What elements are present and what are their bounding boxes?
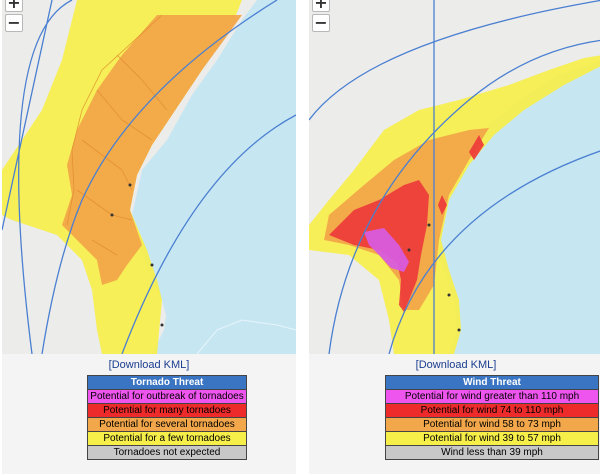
legend-title: Wind Threat	[385, 375, 599, 390]
legend-item: Potential for a few tornadoes	[87, 431, 247, 446]
forecast-cone-east	[388, 150, 600, 354]
wind-74-110-zone	[329, 135, 484, 312]
tornado-threat-panel: + − [Download KML] Tornado Threat Potent…	[2, 0, 296, 474]
forecast-cone-west	[2, 0, 73, 354]
cuba-outline	[196, 319, 296, 354]
county-borders	[66, 14, 168, 256]
forecast-track	[121, 114, 296, 354]
wind-threat-panel: + − [Download KML] Wind Threat Potential…	[309, 0, 600, 474]
city-labels	[110, 183, 164, 327]
forecast-cone-east	[41, 0, 278, 354]
legend-item: Potential for wind 58 to 73 mph	[385, 417, 599, 432]
tornado-threat-legend: Tornado Threat Potential for outbreak of…	[87, 375, 247, 460]
zoom-out-button[interactable]: −	[312, 14, 330, 32]
download-kml-link[interactable]: [Download KML]	[108, 359, 190, 371]
city-labels	[407, 223, 461, 332]
legend-item: Tornadoes not expected	[87, 445, 247, 460]
legend-item: Potential for wind greater than 110 mph	[385, 389, 599, 404]
zoom-in-button[interactable]: +	[5, 0, 23, 12]
several-tornadoes-zone	[62, 15, 242, 285]
tornado-threat-map[interactable]: + −	[2, 0, 296, 354]
legend-item: Potential for many tornadoes	[87, 403, 247, 418]
wind-threat-legend: Wind Threat Potential for wind greater t…	[385, 375, 599, 460]
wind-threat-map[interactable]: + −	[309, 0, 600, 354]
legend-title: Tornado Threat	[87, 375, 247, 390]
wind-39-57-zone	[309, 55, 600, 354]
forecast-track-lines	[309, 0, 600, 354]
legend-item: Wind less than 39 mph	[385, 445, 599, 460]
legend-item: Potential for outbreak of tornadoes	[87, 389, 247, 404]
legend-item: Potential for several tornadoes	[87, 417, 247, 432]
legend-item: Potential for wind 39 to 57 mph	[385, 431, 599, 446]
wind-over-110-zone	[364, 228, 409, 272]
legend-item: Potential for wind 74 to 110 mph	[385, 403, 599, 418]
download-kml-link[interactable]: [Download KML]	[415, 359, 497, 371]
zoom-in-button[interactable]: +	[312, 0, 330, 12]
zoom-out-button[interactable]: −	[5, 14, 23, 32]
